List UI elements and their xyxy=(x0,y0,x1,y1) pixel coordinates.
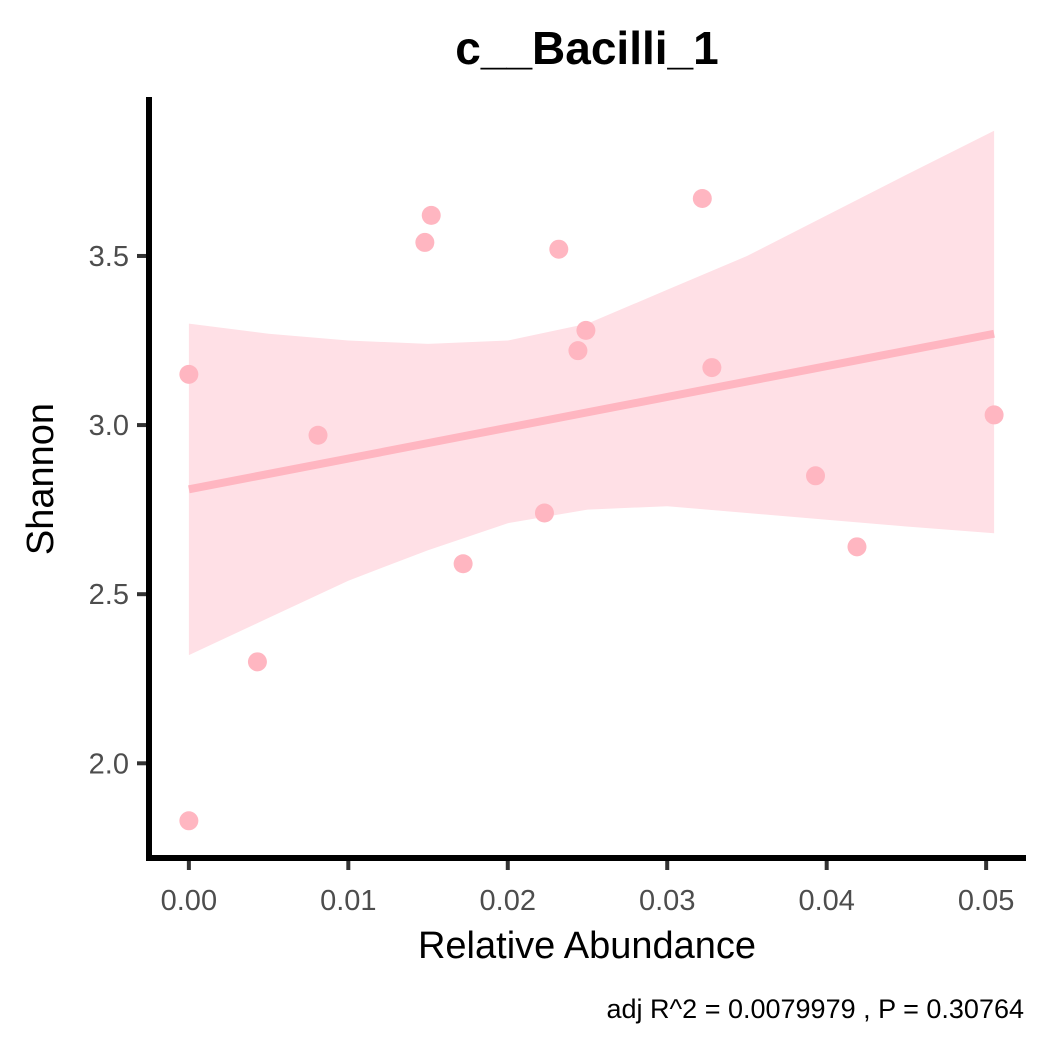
data-point xyxy=(806,466,826,486)
x-tick-label: 0.02 xyxy=(480,885,536,917)
data-point xyxy=(179,811,199,831)
regression-stats-caption: adj R^2 = 0.0079979 , P = 0.30764 xyxy=(606,994,1024,1024)
data-point xyxy=(692,188,712,208)
x-tick-label: 0.01 xyxy=(320,885,376,917)
data-point xyxy=(453,554,473,574)
data-point xyxy=(702,358,722,378)
plot-area xyxy=(179,130,1004,831)
data-point xyxy=(534,503,554,523)
y-tick-label: 2.0 xyxy=(89,748,129,780)
x-axis-label: Relative Abundance xyxy=(418,925,756,967)
chart-title: c__Bacilli_1 xyxy=(455,22,718,74)
y-tick-label: 3.0 xyxy=(89,410,129,442)
data-point xyxy=(984,405,1004,425)
x-axis-ticks: 0.00 0.01 0.02 0.03 0.04 0.05 xyxy=(161,861,1014,917)
x-tick-label: 0.04 xyxy=(798,885,854,917)
data-point xyxy=(247,652,267,672)
regression-line xyxy=(188,329,995,494)
x-tick-label: 0.03 xyxy=(639,885,695,917)
data-point xyxy=(576,320,596,340)
y-axis-label: Shannon xyxy=(20,403,62,555)
y-tick-label: 3.5 xyxy=(89,241,129,273)
data-point xyxy=(421,205,441,225)
confidence-band xyxy=(188,130,995,656)
data-point xyxy=(308,425,328,445)
data-point xyxy=(847,537,867,557)
data-point xyxy=(179,364,199,384)
data-point xyxy=(415,232,435,252)
y-tick-label: 2.5 xyxy=(89,579,129,611)
x-tick-label: 0.05 xyxy=(958,885,1014,917)
x-tick-label: 0.00 xyxy=(161,885,217,917)
data-point xyxy=(549,239,569,259)
data-point xyxy=(568,341,588,361)
y-axis-ticks: 2.0 2.5 3.0 3.5 xyxy=(89,241,146,780)
